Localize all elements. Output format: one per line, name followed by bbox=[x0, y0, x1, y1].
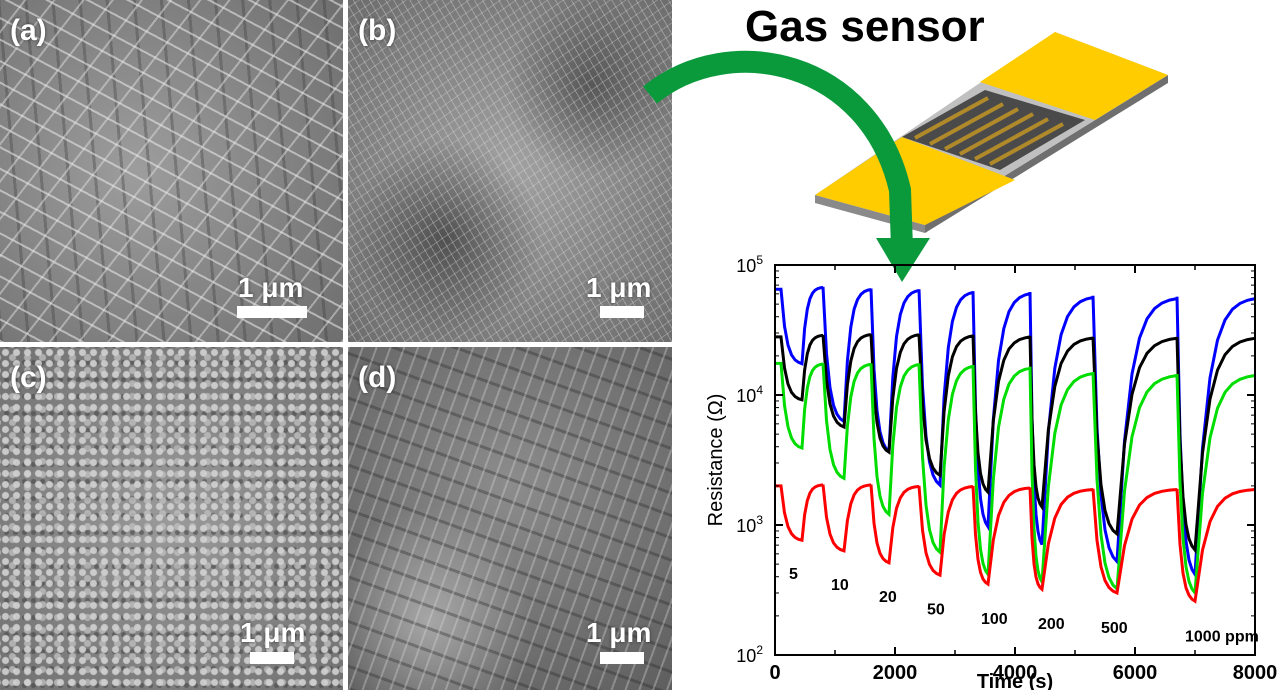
scale-text-a: 1 μm bbox=[238, 272, 304, 303]
x-tick-label: 2000 bbox=[873, 662, 918, 684]
scale-bar-d bbox=[600, 652, 644, 664]
series-line-3 bbox=[775, 483, 1256, 604]
concentration-labels: 5 10 20 50 100 200 500 1000 ppm bbox=[789, 566, 1259, 645]
electrode-pad-right bbox=[980, 32, 1168, 120]
electrode-pad-left bbox=[815, 137, 1015, 225]
sem-panel-a: (a) 1 μm bbox=[0, 0, 343, 342]
concentration-label: 10 bbox=[831, 577, 849, 594]
scale-text-b: 1 μm bbox=[586, 272, 652, 303]
scale-bar-c bbox=[250, 652, 294, 664]
figure-title: Gas sensor bbox=[745, 2, 985, 51]
curved-arrow bbox=[643, 50, 913, 249]
x-tick-label: 4000 bbox=[993, 662, 1038, 684]
concentration-label: 500 bbox=[1101, 620, 1128, 637]
x-axis-label: Time (s) bbox=[977, 671, 1053, 690]
series-line-0 bbox=[775, 285, 1256, 580]
resistance-chart: 102 103 104 105 0 2000 4000 6000 8000 5 10 20 50 10… bbox=[705, 253, 1277, 690]
y-tick-labels: 102 103 104 105 bbox=[736, 253, 763, 666]
y-tick-label: 102 bbox=[736, 643, 763, 666]
concentration-label: 50 bbox=[927, 602, 945, 619]
x-tick-label: 0 bbox=[769, 662, 780, 684]
x-tick-label: 8000 bbox=[1233, 662, 1278, 684]
sem-panel-d: (d) 1 μm bbox=[348, 347, 672, 690]
panel-label-a: (a) bbox=[10, 14, 47, 47]
panel-label-d: (d) bbox=[358, 361, 397, 394]
sem-panel-c: (c) 1 μm bbox=[0, 347, 343, 690]
axis-ticks bbox=[774, 265, 1256, 656]
scale-text-c: 1 μm bbox=[240, 617, 306, 648]
concentration-label: 100 bbox=[981, 611, 1008, 628]
concentration-label: 20 bbox=[879, 589, 897, 606]
panel-label-c: (c) bbox=[10, 361, 47, 394]
panel-label-b: (b) bbox=[358, 14, 397, 47]
x-tick-label: 6000 bbox=[1113, 662, 1158, 684]
y-tick-label: 104 bbox=[736, 383, 763, 406]
series-line-2 bbox=[775, 361, 1256, 597]
series-line-1 bbox=[775, 333, 1256, 554]
plot-lines bbox=[775, 285, 1256, 604]
arrow-head bbox=[876, 238, 930, 282]
concentration-label: 5 bbox=[789, 566, 798, 583]
y-tick-label: 105 bbox=[736, 253, 763, 276]
scale-text-d: 1 μm bbox=[586, 617, 652, 648]
y-axis-label: Resistance (Ω) bbox=[705, 394, 727, 527]
x-tick-labels: 0 2000 4000 6000 8000 bbox=[769, 662, 1277, 684]
interdigitated-electrodes bbox=[914, 96, 1064, 166]
scale-bar-a bbox=[237, 306, 307, 318]
sensing-area bbox=[902, 90, 1085, 170]
sem-panel-b: (b) 1 μm bbox=[348, 0, 672, 342]
concentration-label: 200 bbox=[1038, 616, 1065, 633]
gas-sensor-illustration bbox=[643, 32, 1168, 282]
y-tick-label: 103 bbox=[736, 513, 763, 536]
scale-bar-b bbox=[600, 306, 644, 318]
plot-frame bbox=[774, 264, 1256, 656]
concentration-label: 1000 ppm bbox=[1185, 628, 1259, 645]
